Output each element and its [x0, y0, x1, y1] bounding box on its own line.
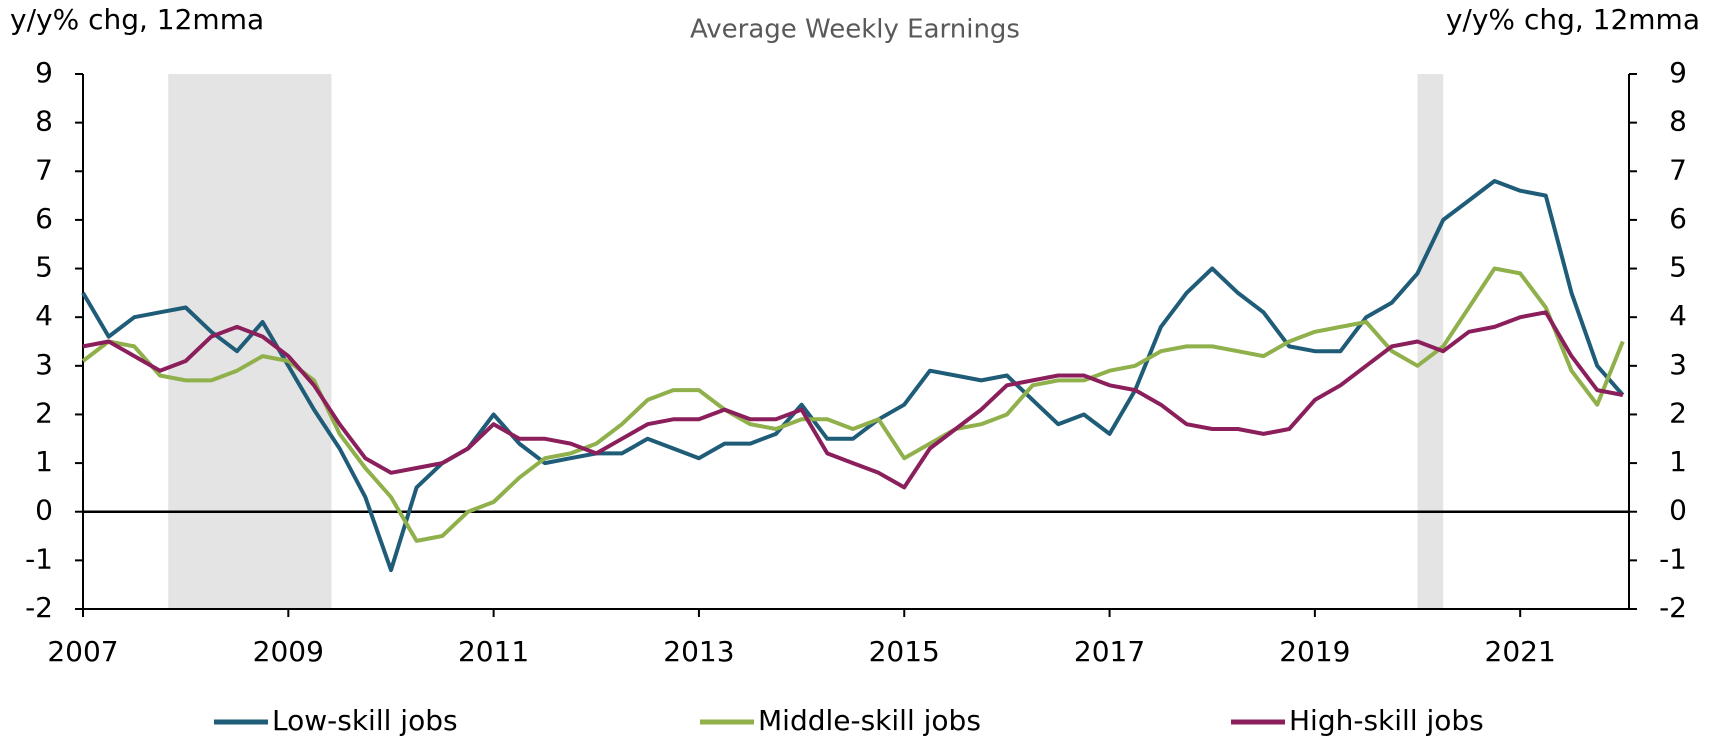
legend-label: Middle-skill jobs [758, 704, 981, 737]
y2-axis-label: y/y% chg, 12mma [1446, 3, 1700, 36]
y2-tick-label: -1 [1659, 542, 1687, 575]
y-tick-label: -2 [25, 591, 53, 624]
y-tick-label: 9 [35, 56, 53, 89]
legend-label: Low-skill jobs [272, 704, 458, 737]
y-tick-label: 7 [35, 153, 53, 186]
y2-tick-label: 5 [1669, 251, 1687, 284]
y2-tick-label: 9 [1669, 56, 1687, 89]
y-axis-label: y/y% chg, 12mma [10, 3, 264, 36]
x-tick-label: 2015 [869, 635, 940, 668]
x-tick-label: 2011 [458, 635, 529, 668]
x-tick-label: 2019 [1279, 635, 1350, 668]
y2-tick-label: 4 [1669, 299, 1687, 332]
series-line [81, 266, 1625, 543]
x-tick-label: 2021 [1485, 635, 1556, 668]
y-tick-label: 3 [35, 348, 53, 381]
y-tick-label: 2 [35, 396, 53, 429]
y-tick-label: 4 [35, 299, 53, 332]
y-tick-label: 8 [35, 105, 53, 138]
legend-label: High-skill jobs [1289, 704, 1484, 737]
y-tick-label: 1 [35, 445, 53, 478]
x-tick-label: 2007 [47, 635, 118, 668]
y-tick-label: 6 [35, 202, 53, 235]
y2-tick-label: -2 [1659, 591, 1687, 624]
y-tick-label: -1 [25, 542, 53, 575]
x-tick-label: 2013 [663, 635, 734, 668]
series-line [82, 310, 1624, 490]
y2-tick-label: 3 [1669, 348, 1687, 381]
recession-band [168, 74, 332, 609]
x-tick-label: 2009 [253, 635, 324, 668]
y2-tick-label: 7 [1669, 153, 1687, 186]
y-tick-label: 0 [35, 494, 53, 527]
y2-tick-label: 1 [1669, 445, 1687, 478]
chart-title: Average Weekly Earnings [690, 15, 1020, 45]
x-tick-label: 2017 [1074, 635, 1145, 668]
y2-tick-label: 2 [1669, 396, 1687, 429]
series-line [81, 179, 1625, 573]
y2-tick-label: 6 [1669, 202, 1687, 235]
y2-tick-label: 0 [1669, 494, 1687, 527]
y-tick-label: 5 [35, 251, 53, 284]
y2-tick-label: 8 [1669, 105, 1687, 138]
